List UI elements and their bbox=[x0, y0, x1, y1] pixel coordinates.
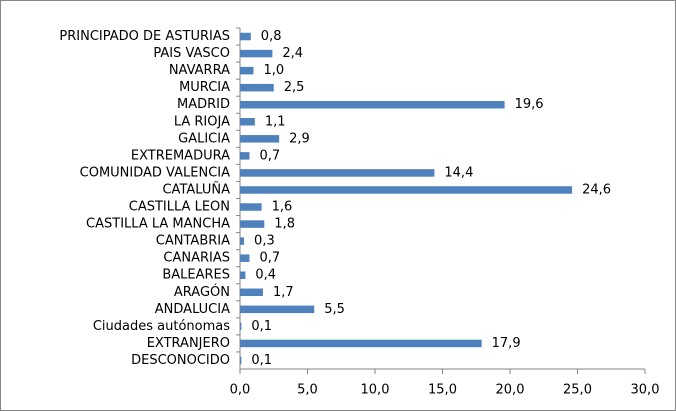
bar bbox=[240, 152, 250, 160]
y-tick-label: CANARIAS bbox=[163, 251, 230, 266]
x-tick-label: 20,0 bbox=[496, 383, 525, 398]
y-tick-label: NAVARRA bbox=[169, 63, 230, 78]
bar bbox=[240, 118, 255, 126]
x-tick-label: 15,0 bbox=[428, 383, 457, 398]
bar bbox=[240, 237, 245, 245]
value-label: 2,4 bbox=[282, 46, 303, 61]
value-label: 0,4 bbox=[255, 268, 276, 283]
bar bbox=[240, 203, 262, 211]
y-tick-label: PAIS VASCO bbox=[153, 46, 230, 61]
value-label: 0,7 bbox=[259, 251, 280, 266]
y-tick-label: CANTABRIA bbox=[156, 234, 230, 249]
y-tick-label: CASTILLA LEON bbox=[129, 200, 230, 215]
bar bbox=[240, 271, 246, 279]
bar bbox=[240, 288, 263, 297]
value-label: 0,7 bbox=[259, 148, 280, 163]
bar bbox=[240, 339, 482, 348]
bar bbox=[240, 254, 250, 262]
value-label: 1,8 bbox=[274, 217, 295, 232]
y-tick-label: LA RIOJA bbox=[174, 114, 230, 129]
bar bbox=[240, 169, 435, 177]
y-tick-label: DESCONOCIDO bbox=[131, 353, 230, 368]
bar bbox=[240, 186, 573, 194]
x-tick-label: 5,0 bbox=[297, 383, 318, 398]
bar bbox=[240, 66, 254, 75]
value-label: 17,9 bbox=[492, 336, 521, 351]
bar bbox=[240, 100, 505, 109]
bar bbox=[240, 49, 273, 58]
y-tick-label: ARAGÓN bbox=[174, 284, 230, 300]
value-label: 14,4 bbox=[444, 165, 473, 180]
bar bbox=[240, 356, 242, 365]
x-tick-label: 30,0 bbox=[631, 383, 660, 398]
value-label: 0,1 bbox=[251, 353, 272, 368]
y-tick-label: PRINCIPADO DE ASTURIAS bbox=[59, 29, 230, 44]
y-tick-label: MURCIA bbox=[179, 80, 230, 95]
value-label: 1,7 bbox=[273, 285, 294, 300]
value-label: 0,1 bbox=[251, 319, 272, 334]
y-tick-label: EXTREMADURA bbox=[131, 148, 230, 163]
y-tick-label: EXTRANJERO bbox=[147, 336, 230, 351]
value-label: 24,6 bbox=[582, 182, 611, 197]
value-label: 0,8 bbox=[261, 29, 282, 44]
value-label: 2,9 bbox=[289, 131, 310, 146]
x-tick-label: 10,0 bbox=[361, 383, 390, 398]
bar bbox=[240, 135, 280, 143]
value-label: 0,3 bbox=[254, 234, 275, 249]
value-label: 2,5 bbox=[284, 80, 305, 95]
value-label: 19,6 bbox=[515, 97, 544, 112]
bar bbox=[240, 322, 242, 331]
value-label: 1,6 bbox=[272, 200, 293, 215]
value-label: 1,1 bbox=[265, 114, 286, 129]
x-tick-label: 25,0 bbox=[563, 383, 592, 398]
y-tick-label: Ciudades autónomas bbox=[93, 319, 230, 334]
y-tick-label: GALICIA bbox=[178, 131, 230, 146]
y-tick-label: COMUNIDAD VALENCIA bbox=[80, 165, 230, 180]
y-tick-label: ANDALUCIA bbox=[155, 302, 230, 317]
y-tick-label: CATALUÑA bbox=[162, 181, 230, 197]
x-tick-label: 0,0 bbox=[230, 383, 251, 398]
y-tick-label: BALEARES bbox=[162, 268, 230, 283]
y-tick-label: CASTILLA LA MANCHA bbox=[86, 217, 230, 232]
value-label: 1,0 bbox=[264, 63, 285, 78]
value-label: 5,5 bbox=[324, 302, 345, 317]
bar bbox=[240, 32, 251, 41]
bar bbox=[240, 305, 315, 314]
y-tick-label: MADRID bbox=[177, 97, 230, 112]
bar bbox=[240, 220, 265, 228]
bar bbox=[240, 83, 274, 92]
